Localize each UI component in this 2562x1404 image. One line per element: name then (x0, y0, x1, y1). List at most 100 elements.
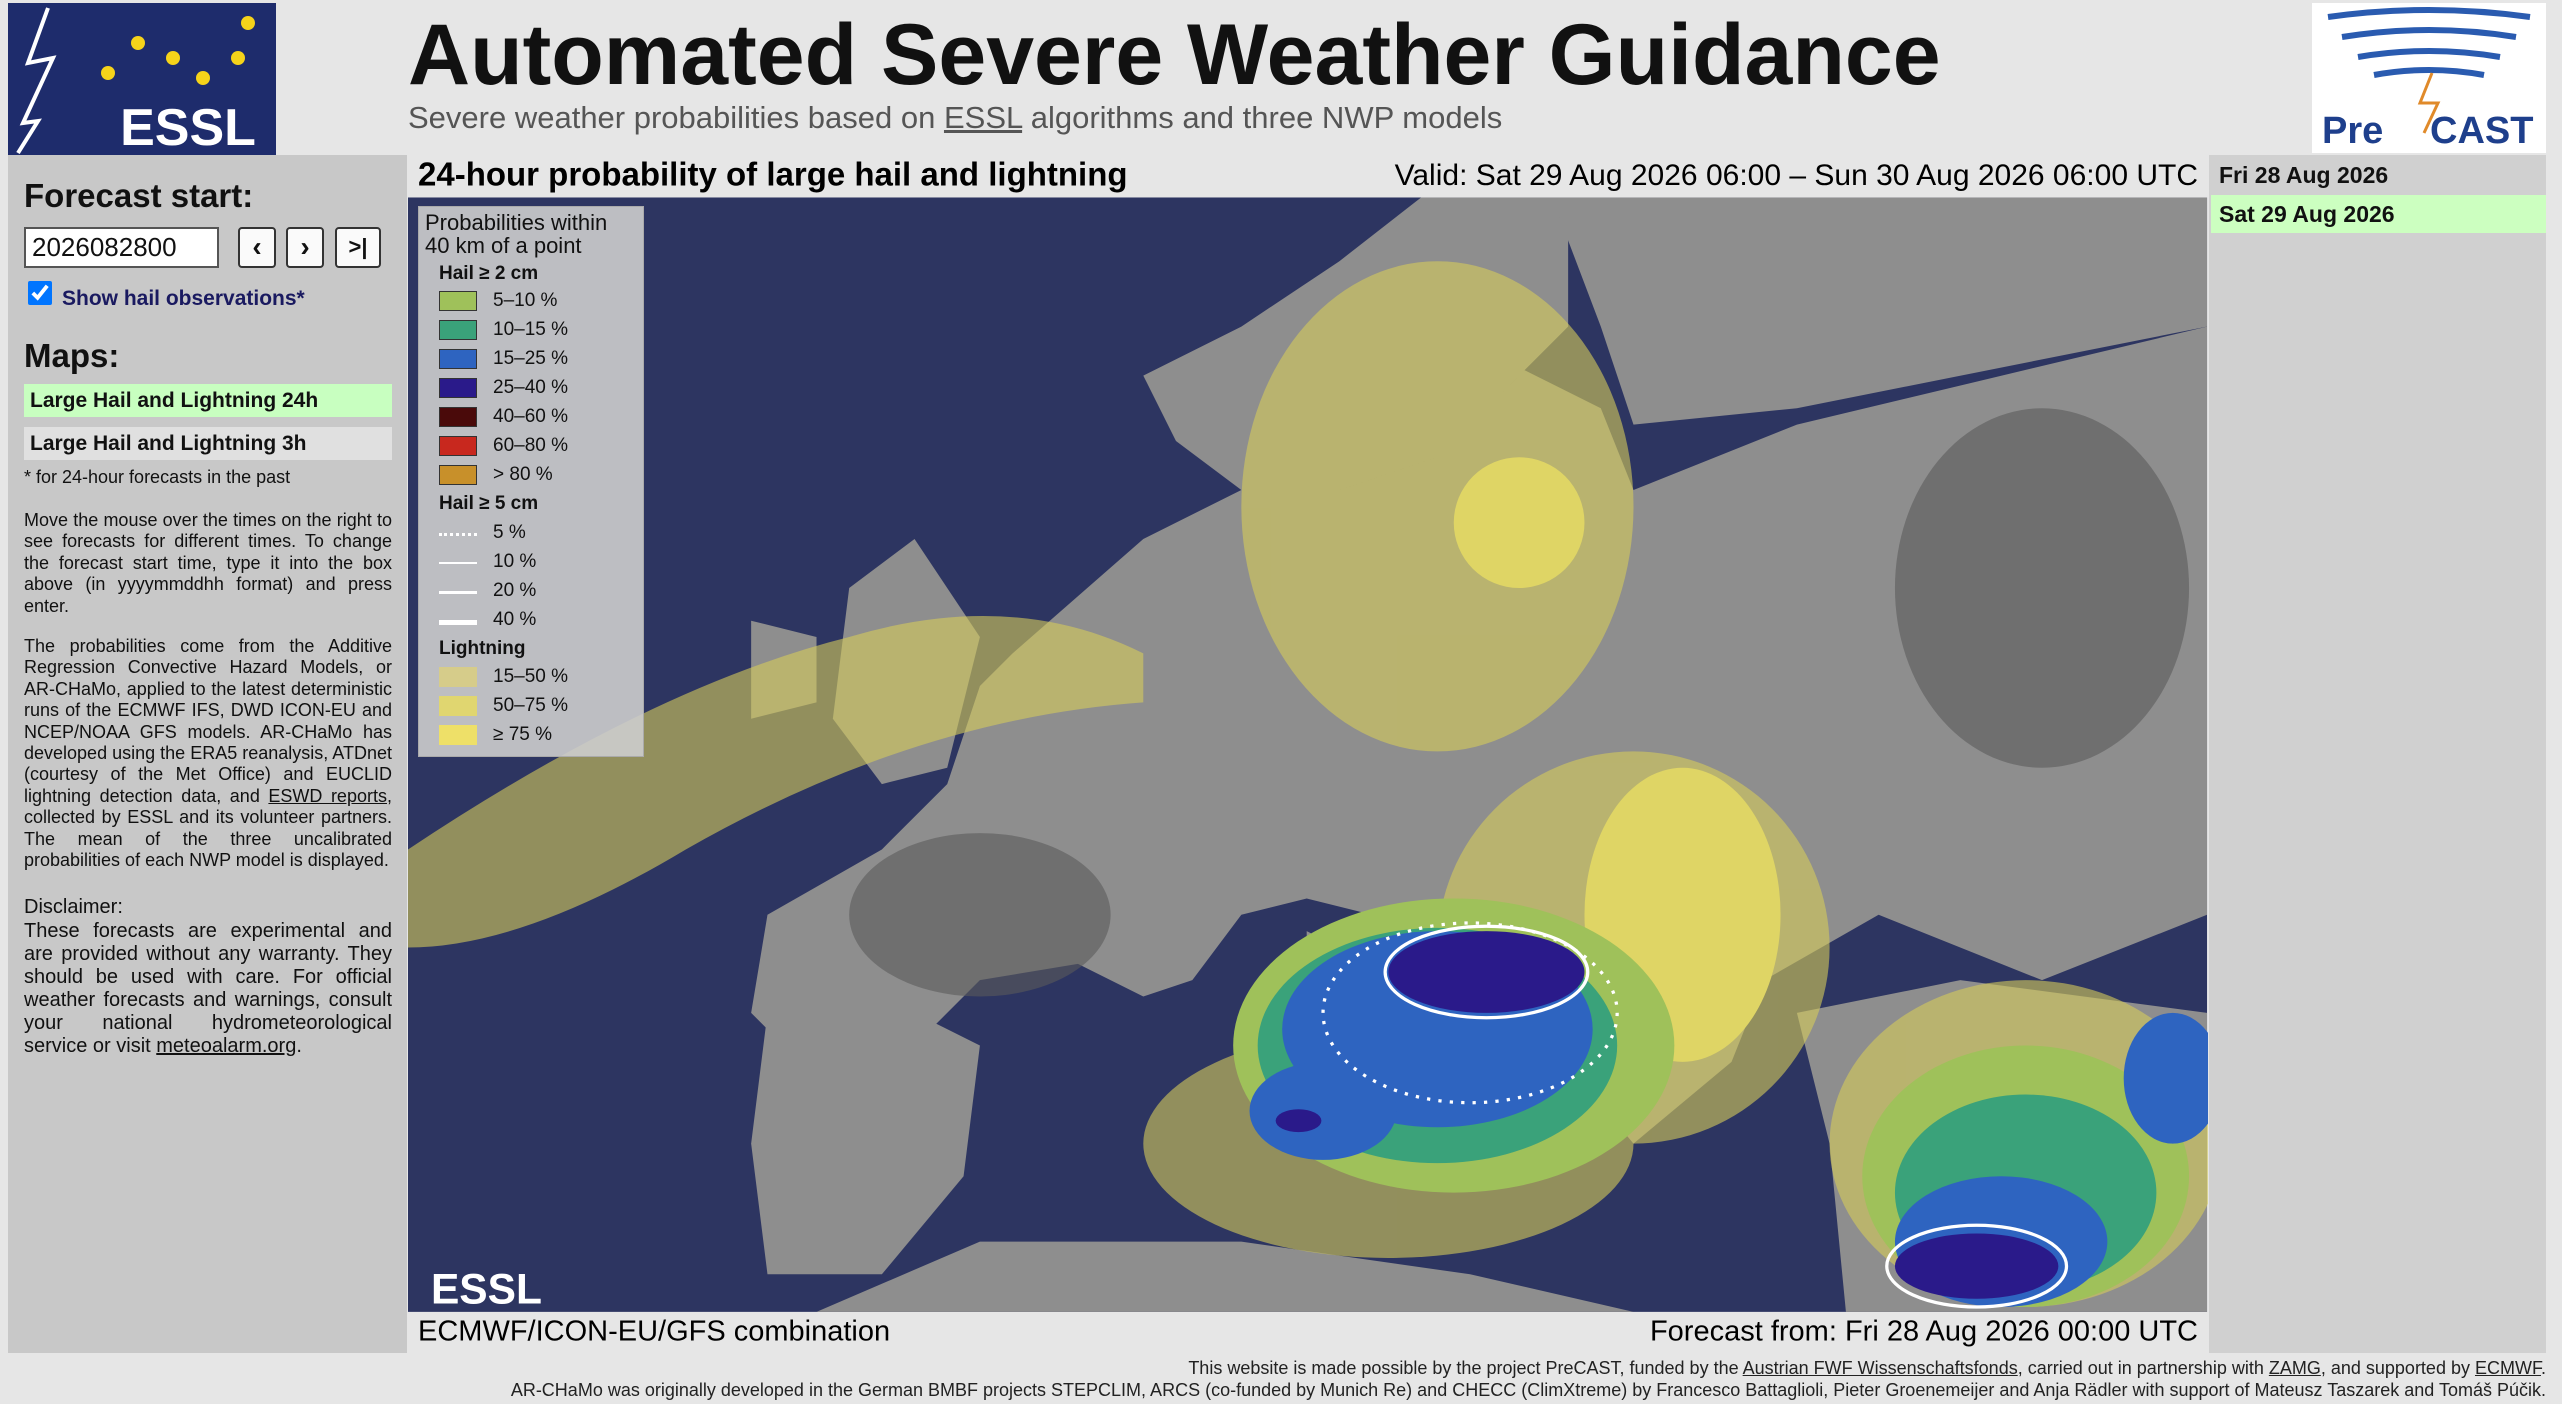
next-button[interactable]: › (286, 227, 324, 268)
forecast-time-active[interactable]: Sat 29 Aug 2026 (2211, 195, 2546, 233)
logo-arcs (2327, 7, 2531, 78)
about-text: The probabilities come from the Additive… (24, 636, 392, 871)
eswd-link[interactable]: ESWD reports (268, 785, 387, 806)
maps-heading: Maps: (24, 337, 120, 374)
disclaimer-heading: Disclaimer: (24, 896, 123, 918)
page-subtitle: Severe weather probabilities based on ES… (408, 100, 1502, 136)
forecast-start-label: Forecast start: (24, 177, 254, 214)
legend-swatch (439, 696, 477, 716)
hail-5cm-contours (1321, 921, 2069, 1309)
meteoalarm-link[interactable]: meteoalarm.org (156, 1035, 297, 1057)
footer-text: , and supported by (2320, 1358, 2470, 1378)
legend-label: 15–50 % (493, 666, 569, 687)
dark-land-shade (849, 408, 2190, 997)
fwf-link[interactable]: Austrian FWF Wissenschaftsfonds (1742, 1358, 2018, 1378)
legend-label: 5 % (493, 522, 526, 543)
footer-text: . (2540, 1358, 2546, 1378)
legend-swatch (439, 378, 477, 398)
legend-label: 40–60 % (493, 406, 569, 427)
legend-swatch (439, 291, 477, 311)
footnote: * for 24-hour forecasts in the past (24, 467, 291, 487)
legend: Probabilities within 40 km of a point Hai… (418, 206, 644, 757)
page-title: Automated Severe Weather Guidance (408, 7, 1941, 103)
essl-link[interactable]: ESSL (943, 100, 1023, 135)
legend-label: 40 % (493, 609, 537, 630)
legend-heading: Lightning (439, 638, 526, 659)
map-valid-time: Valid: Sat 29 Aug 2026 06:00 – Sun 30 Au… (1395, 159, 2198, 192)
ecmwf-link[interactable]: ECMWF (2474, 1358, 2541, 1378)
legend-title-line: 40 km of a point (425, 233, 582, 258)
disclaimer-text: These forecasts are experimental and are… (24, 920, 392, 1058)
hail-observations-checkbox[interactable] (28, 281, 52, 305)
map-header (408, 155, 2208, 197)
russia (1551, 197, 2208, 425)
legend-heading: Hail ≥ 5 cm (439, 493, 539, 514)
forecast-times: Fri 28 Aug 2026 Sat 29 Aug 2026 (2209, 155, 2546, 1353)
legend-line (439, 562, 477, 564)
legend-swatch (439, 465, 477, 485)
essl-logo: ESSL (8, 3, 276, 155)
logo-text: ESSL (120, 99, 256, 155)
legend-label: 25–40 % (493, 377, 569, 398)
hail-25-40 (1275, 931, 2059, 1299)
legend-swatch (439, 407, 477, 427)
legend-label: 10–15 % (493, 319, 569, 340)
logo-bg (8, 3, 276, 155)
stars (101, 16, 255, 85)
precast-logo: Pre CAST (2312, 3, 2546, 153)
forecast-map: ESSL 24-hour probability of large hail a… (408, 155, 2208, 1353)
hail-observations-label[interactable]: Show hail observations* (62, 287, 305, 310)
footer-line: This website is made possible by the pro… (1188, 1358, 2546, 1379)
about-text-part: The probabilities come from the Additive… (24, 636, 392, 806)
logo-bolt (2417, 72, 2441, 134)
iberia (751, 1012, 980, 1275)
subtitle-text: algorithms and three NWP models (1030, 100, 1503, 135)
lightning-icon (16, 7, 57, 155)
legend-label: > 80 % (493, 464, 553, 485)
legend-label: 5–10 % (493, 290, 558, 311)
legend-label: 10 % (493, 551, 537, 572)
forecast-start-input[interactable]: 2026082800 (24, 227, 219, 268)
legend-swatch (439, 667, 477, 687)
prev-button[interactable]: ‹ (238, 227, 276, 268)
legend-swatch (439, 320, 477, 340)
legend-title-line: Probabilities within (425, 210, 608, 235)
logo-text: CAST (2430, 110, 2533, 152)
sidebar: Forecast start: 2026082800 ‹ › >| Show h… (8, 155, 407, 1353)
map-link[interactable]: Large Hail and Lightning 3h (24, 427, 392, 460)
map-footer (408, 1312, 2208, 1353)
map-body: ESSL (408, 197, 2208, 1314)
map-link-active[interactable]: Large Hail and Lightning 24h (24, 384, 392, 417)
legend-label: ≥ 75 % (493, 724, 553, 745)
legend-label: 50–75 % (493, 695, 569, 716)
legend-swatch (439, 436, 477, 456)
footer-text: This website is made possible by the pro… (1188, 1358, 1739, 1378)
legend-swatch (439, 349, 477, 369)
last-button[interactable]: >| (335, 227, 381, 268)
about-text-part: , collected by ESSL and its volunteer pa… (24, 785, 392, 871)
subtitle-text: Severe weather probabilities based on (408, 100, 936, 135)
legend-title: Probabilities within 40 km of a point (425, 211, 607, 257)
map-model: ECMWF/ICON-EU/GFS combination (418, 1316, 890, 1348)
logo-text: Pre (2322, 110, 2383, 152)
legend-line (439, 591, 477, 594)
help-text: Move the mouse over the times on the rig… (24, 510, 392, 616)
forecast-time[interactable]: Fri 28 Aug 2026 (2219, 162, 2389, 188)
disclaimer-part: . (296, 1035, 302, 1057)
disclaimer-part: These forecasts are experimental and are… (24, 920, 392, 1057)
legend-heading: Hail ≥ 2 cm (439, 263, 539, 284)
map-forecast-from: Forecast from: Fri 28 Aug 2026 00:00 UTC (1650, 1316, 2198, 1348)
legend-line (439, 620, 477, 625)
zamg-link[interactable]: ZAMG (2268, 1358, 2321, 1378)
legend-swatch (439, 725, 477, 745)
footer-text: , carried out in partnership with (2017, 1358, 2264, 1378)
footer-line: AR-CHaMo was originally developed in the… (510, 1380, 2546, 1400)
map-watermark: ESSL (431, 1267, 542, 1314)
legend-line (439, 533, 477, 536)
map-title: 24-hour probability of large hail and li… (418, 156, 1128, 193)
north-africa (816, 1241, 1634, 1312)
legend-label: 15–25 % (493, 348, 569, 369)
legend-label: 20 % (493, 580, 537, 601)
